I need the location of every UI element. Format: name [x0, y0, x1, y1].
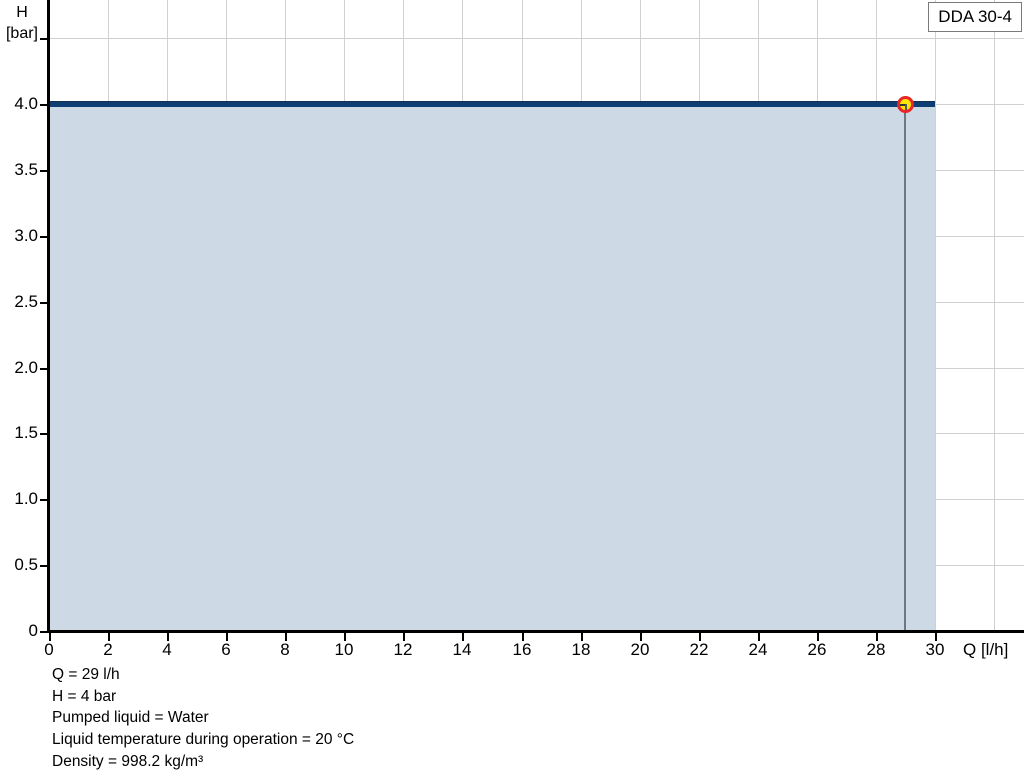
x-axis-tick	[49, 632, 51, 641]
y-axis-tick	[40, 631, 50, 633]
x-axis-tick-label: 6	[221, 640, 231, 659]
duty-curve-line	[49, 101, 935, 107]
x-axis-tick-label: 24	[748, 640, 768, 659]
caption-line: H = 4 bar	[52, 687, 117, 705]
x-axis-tick-label: 8	[280, 640, 290, 659]
y-axis-tick-label: 0.5	[14, 555, 38, 574]
x-axis-tick	[226, 632, 228, 641]
y-axis-tick-label: 1.5	[14, 423, 38, 442]
y-axis-tick-label: 3.5	[14, 160, 38, 179]
x-axis-tick	[758, 632, 760, 641]
x-axis-tick	[462, 632, 464, 641]
operating-point-marker[interactable]	[897, 96, 915, 113]
x-axis-tick-label: 4	[162, 640, 172, 659]
model-legend-box[interactable]: DDA 30-4	[928, 2, 1022, 32]
x-axis-tick-label: 30	[925, 640, 945, 659]
operating-point-crosshair-vertical	[905, 104, 908, 110]
x-axis-tick-label: 12	[393, 640, 413, 659]
y-axis-title-symbol: H	[16, 4, 28, 21]
x-axis-tick	[167, 632, 169, 641]
x-axis-title: Q [l/h]	[963, 640, 1009, 659]
x-axis-tick	[581, 632, 583, 641]
y-axis-tick	[40, 104, 50, 106]
x-axis-tick-label: 22	[689, 640, 709, 659]
operating-point-crosshair-horizontal	[900, 104, 908, 106]
operating-conditions-caption: Q = 29 l/h H = 4 bar Pumped liquid = Water…	[52, 664, 354, 773]
caption-line: Q = 29 l/h	[52, 666, 120, 683]
y-axis-title-unit: [bar]	[5, 25, 38, 42]
y-axis-tick	[40, 38, 50, 40]
x-axis-tick	[817, 632, 819, 641]
y-axis-tick-label: 1.0	[14, 489, 38, 508]
x-axis-tick	[285, 632, 287, 641]
x-axis-tick-label: 18	[571, 640, 591, 659]
y-axis-tick	[40, 368, 50, 370]
operating-point-drop-line	[904, 104, 906, 631]
x-axis-tick	[344, 632, 346, 641]
x-axis-tick-label: 16	[512, 640, 532, 659]
y-axis-tick-label: 2.0	[14, 358, 38, 377]
caption-line: Pumped liquid = Water	[52, 709, 209, 727]
performance-chart: 0 0.5 1.0 1.5 2.0 2.5 3.0 3.5 4.0 0 2 4 6 8 10 12 14 16 18…	[0, 0, 1024, 659]
x-axis-tick	[699, 632, 701, 641]
y-axis-tick-label: 4.0	[14, 94, 38, 113]
y-axis-tick	[40, 170, 50, 172]
caption-line: Density = 998.2 kg/m³	[52, 752, 204, 770]
x-axis-tick-label: 10	[334, 640, 354, 659]
gridline-horizontal	[49, 38, 1024, 39]
x-axis-tick-label: 2	[103, 640, 113, 659]
gridline-vertical	[994, 0, 995, 631]
caption-line: Liquid temperature during operation = 20…	[52, 731, 355, 749]
y-axis-line	[47, 0, 50, 633]
y-axis-tick	[40, 499, 50, 501]
y-axis-tick	[40, 302, 50, 304]
model-legend-label: DDA 30-4	[938, 7, 1012, 26]
x-axis-tick	[403, 632, 405, 641]
y-axis-title: H [bar]	[0, 2, 44, 44]
curve-fill-area	[49, 104, 935, 631]
y-axis-tick	[40, 236, 50, 238]
x-axis-tick	[876, 632, 878, 641]
x-axis-tick	[640, 632, 642, 641]
x-axis-tick	[935, 632, 937, 641]
x-axis-tick-label: 14	[452, 640, 472, 659]
y-axis-tick-label: 2.5	[14, 292, 38, 311]
x-axis-tick-label: 20	[630, 640, 650, 659]
y-axis-tick	[40, 565, 50, 567]
x-axis-tick-label: 28	[866, 640, 886, 659]
gridline-vertical	[935, 0, 936, 631]
y-axis-tick-label: 3.0	[14, 226, 38, 245]
x-axis-tick-label: 0	[44, 640, 54, 659]
x-axis-line	[47, 630, 1024, 633]
y-axis-tick-label: 0	[28, 621, 38, 640]
y-axis-tick	[40, 433, 50, 435]
x-axis-tick-label: 26	[807, 640, 827, 659]
x-axis-tick	[108, 632, 110, 641]
x-axis-tick	[522, 632, 524, 641]
